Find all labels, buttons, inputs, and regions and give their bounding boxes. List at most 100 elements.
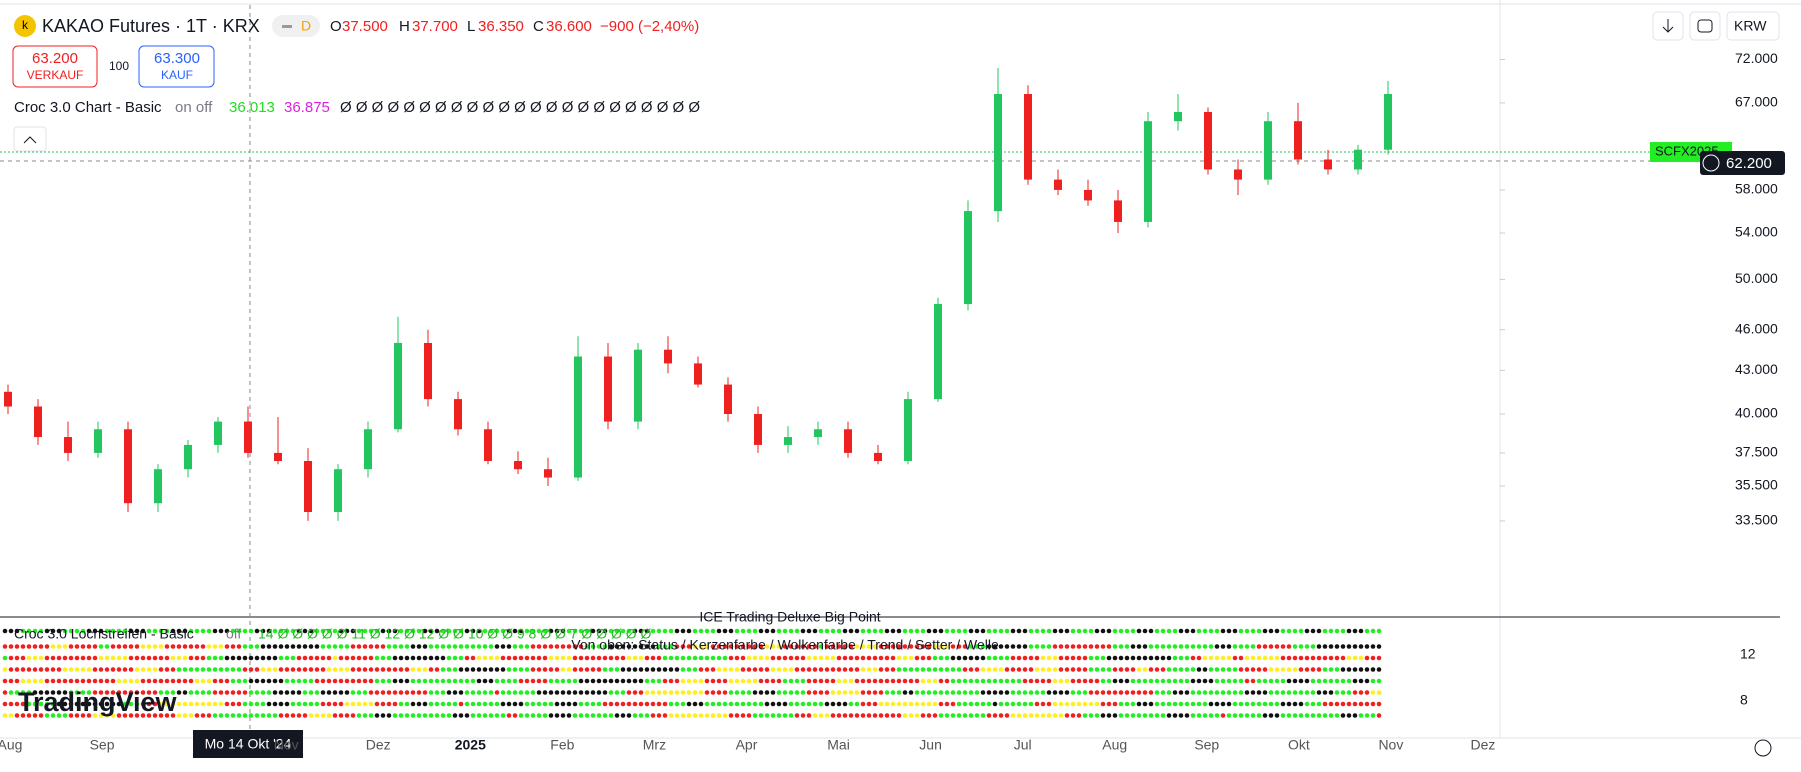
- strip-dot: [746, 690, 752, 695]
- strip-dot: [644, 678, 650, 684]
- strip-dot: [1310, 690, 1316, 695]
- strip-dot: [1244, 701, 1250, 707]
- strip-dot: [1022, 713, 1028, 718]
- strip-dot: [722, 667, 728, 672]
- strip-dot: [662, 655, 668, 661]
- strip-dot: [1256, 678, 1262, 684]
- strip-dot: [170, 690, 176, 695]
- strip-dot: [620, 667, 626, 672]
- strip-dot: [788, 667, 794, 672]
- strip-dot: [1064, 713, 1070, 718]
- strip-dot: [1286, 644, 1292, 649]
- plus-icon[interactable]: [1702, 154, 1720, 172]
- indicator2-toggle[interactable]: off: [226, 626, 241, 642]
- strip-dot: [1106, 690, 1112, 695]
- strip-dot: [764, 701, 770, 707]
- strip-dot: [1232, 655, 1238, 661]
- indicator-toggle[interactable]: on off: [175, 99, 213, 116]
- strip-dot: [62, 678, 68, 684]
- strip-dot: [1214, 644, 1220, 649]
- strip-dot: [662, 713, 668, 718]
- strip-dot: [764, 678, 770, 684]
- strip-dot: [1310, 644, 1316, 649]
- strip-dot: [92, 701, 98, 707]
- strip-dot: [752, 701, 758, 707]
- strip-dot: [1040, 678, 1046, 684]
- indicator2-name[interactable]: Croc 3.0 Lochstreifen - Basic: [14, 626, 194, 642]
- x-tick-label: Dez: [1471, 737, 1496, 753]
- strip-dot: [320, 678, 326, 684]
- strip-dot: [1196, 678, 1202, 684]
- strip-dot: [62, 690, 68, 695]
- strip-dot: [542, 690, 548, 695]
- strip-dot: [902, 667, 908, 672]
- strip-dot: [1238, 713, 1244, 718]
- strip-dot: [656, 701, 662, 707]
- strip-dot: [38, 701, 44, 707]
- strip-dot: [350, 667, 356, 672]
- settings-icon[interactable]: [1754, 739, 1772, 757]
- strip-dot: [320, 655, 326, 661]
- strip-dot: [2, 655, 8, 661]
- strip-dot: [398, 713, 404, 718]
- strip-dot: [614, 678, 620, 684]
- collapse-button[interactable]: [13, 126, 47, 152]
- strip-dot: [50, 655, 56, 661]
- strip-dot: [278, 628, 284, 634]
- strip-dot: [284, 690, 290, 695]
- strip-dot: [962, 713, 968, 718]
- strip-dot: [824, 713, 830, 718]
- strip-dot: [488, 678, 494, 684]
- symbol[interactable]: KAKAO Futures · 1T · KRX: [42, 16, 260, 36]
- strip-dot: [1316, 655, 1322, 661]
- strip-dot: [752, 690, 758, 695]
- strip-dot: [68, 644, 74, 649]
- strip-dot: [650, 701, 656, 707]
- strip-dot: [458, 667, 464, 672]
- strip-dot: [494, 690, 500, 695]
- strip-dot: [566, 655, 572, 661]
- strip-dot: [1178, 644, 1184, 649]
- strip-dot: [698, 644, 704, 649]
- strip-dot: [86, 690, 92, 695]
- sell-button[interactable]: [12, 45, 98, 88]
- strip-dot: [524, 628, 530, 634]
- strip-dot: [1214, 690, 1220, 695]
- strip-dot: [848, 690, 854, 695]
- strip-dot: [914, 644, 920, 649]
- strip-dot: [728, 644, 734, 649]
- strip-dot: [1076, 690, 1082, 695]
- strip-dot: [278, 690, 284, 695]
- strip-dot: [512, 655, 518, 661]
- strip-dot: [494, 678, 500, 684]
- strip-dot: [632, 667, 638, 672]
- strip-dot: [1370, 655, 1376, 661]
- strip-dot: [1148, 713, 1154, 718]
- strip-dot: [218, 655, 224, 661]
- strip-dot: [1082, 690, 1088, 695]
- strip-dot: [644, 713, 650, 718]
- strip-dot: [122, 713, 128, 718]
- strip-dot: [536, 713, 542, 718]
- fullscreen-button[interactable]: [1689, 11, 1721, 41]
- strip-dot: [1130, 655, 1136, 661]
- strip-dot: [104, 690, 110, 695]
- indicator-name[interactable]: Croc 3.0 Chart - Basic: [14, 99, 162, 116]
- strip-dot: [620, 690, 626, 695]
- strip-dot: [278, 678, 284, 684]
- strip-dot: [842, 678, 848, 684]
- currency-button[interactable]: [1726, 11, 1780, 41]
- strip-dot: [104, 655, 110, 661]
- strip-dot: [1238, 667, 1244, 672]
- strip-dot: [1142, 667, 1148, 672]
- strip-dot: [410, 690, 416, 695]
- strip-dot: [1106, 678, 1112, 684]
- strip-dot: [92, 678, 98, 684]
- strip-dot: [998, 644, 1004, 649]
- strip-dot: [686, 628, 692, 634]
- buy-button[interactable]: [138, 45, 215, 88]
- strip-dot: [1220, 690, 1226, 695]
- strip-dot: [956, 655, 962, 661]
- strip-dot: [332, 644, 338, 649]
- strip-dot: [944, 701, 950, 707]
